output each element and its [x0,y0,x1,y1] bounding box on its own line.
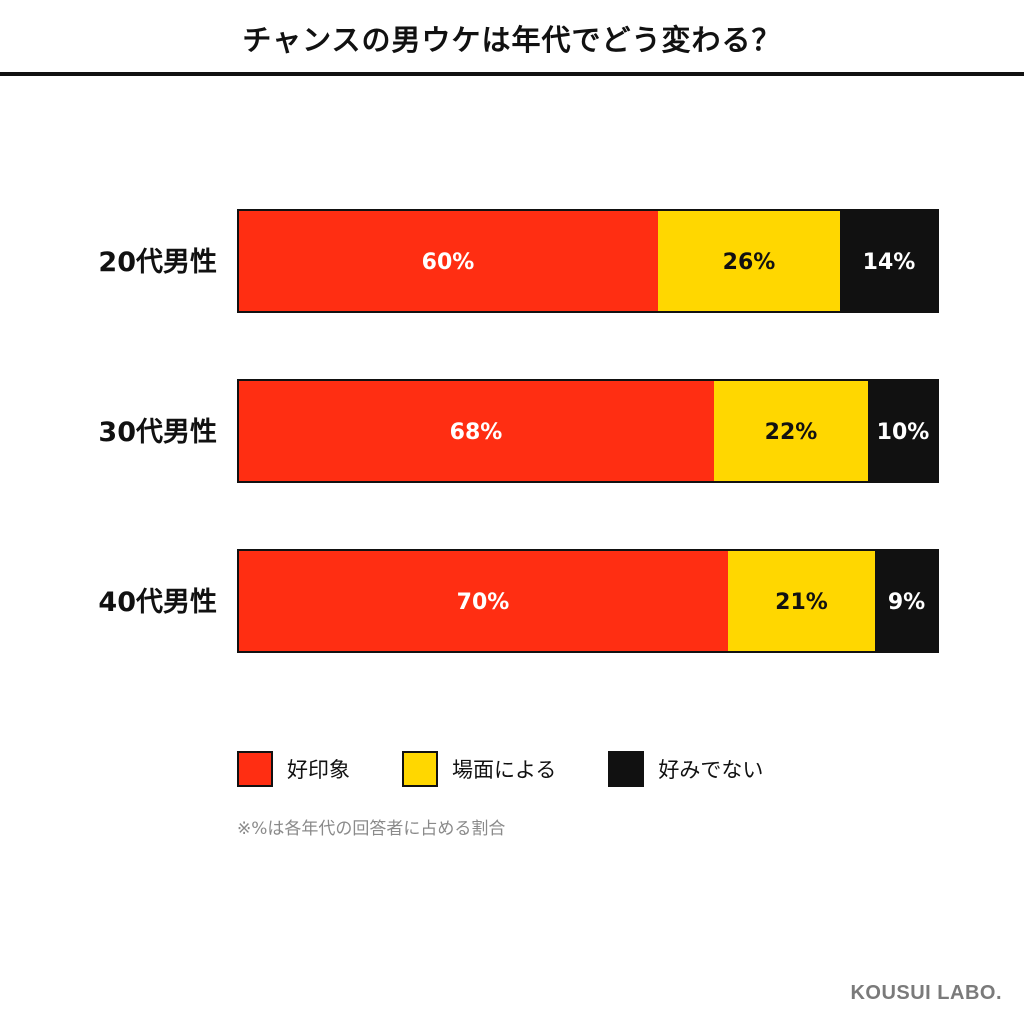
category-label: 30代男性 [98,417,217,448]
header-bar: チャンスの男ウケは年代でどう変わる？ [0,0,1024,76]
data-label: 22% [765,420,818,445]
legend-item-depends: 場面による [402,751,556,787]
category-label: 20代男性 [98,247,217,278]
data-label: 60% [422,250,475,275]
data-label: 70% [457,590,510,615]
bar-outline [237,209,939,313]
bar-row: 30代男性 68% 22% 10% [98,379,939,483]
legend-item-negative: 好みでない [608,751,763,787]
bar-outline [237,549,939,653]
data-label: 9% [888,590,925,615]
data-label: 10% [877,420,930,445]
page-title: チャンスの男ウケは年代でどう変わる？ [242,23,782,57]
legend-label-negative: 好みでない [658,758,764,782]
bar-segment [238,210,658,312]
footnote: ※%は各年代の回答者に占める割合 [237,819,506,839]
data-label: 14% [863,250,916,275]
chart-legend: 好印象 場面による 好みでない [237,750,815,788]
brand-logo-text: KOUSUI LABO. [850,982,1002,1004]
bar-segment [840,210,938,312]
legend-item-positive: 好印象 [237,751,350,787]
legend-label-positive: 好印象 [287,758,350,782]
data-label: 21% [775,590,828,615]
data-label: 26% [723,250,776,275]
legend-swatch-depends [402,751,438,787]
category-label: 40代男性 [98,587,217,618]
bar-segment [875,550,938,652]
legend-swatch-negative [608,751,645,787]
legend-label-depends: 場面による [452,758,557,782]
legend-swatch-positive [237,751,273,787]
bar-segment [728,550,875,652]
bar-row: 20代男性 60% 26% 14% [98,209,939,313]
bar-outline [237,379,939,483]
data-label: 68% [450,420,503,445]
bar-segment [868,380,938,482]
bar-segment [238,550,728,652]
bar-segment [658,210,840,312]
bar-segment [238,380,714,482]
bar-segment [714,380,868,482]
bar-row: 40代男性 70% 21% 9% [98,549,939,653]
